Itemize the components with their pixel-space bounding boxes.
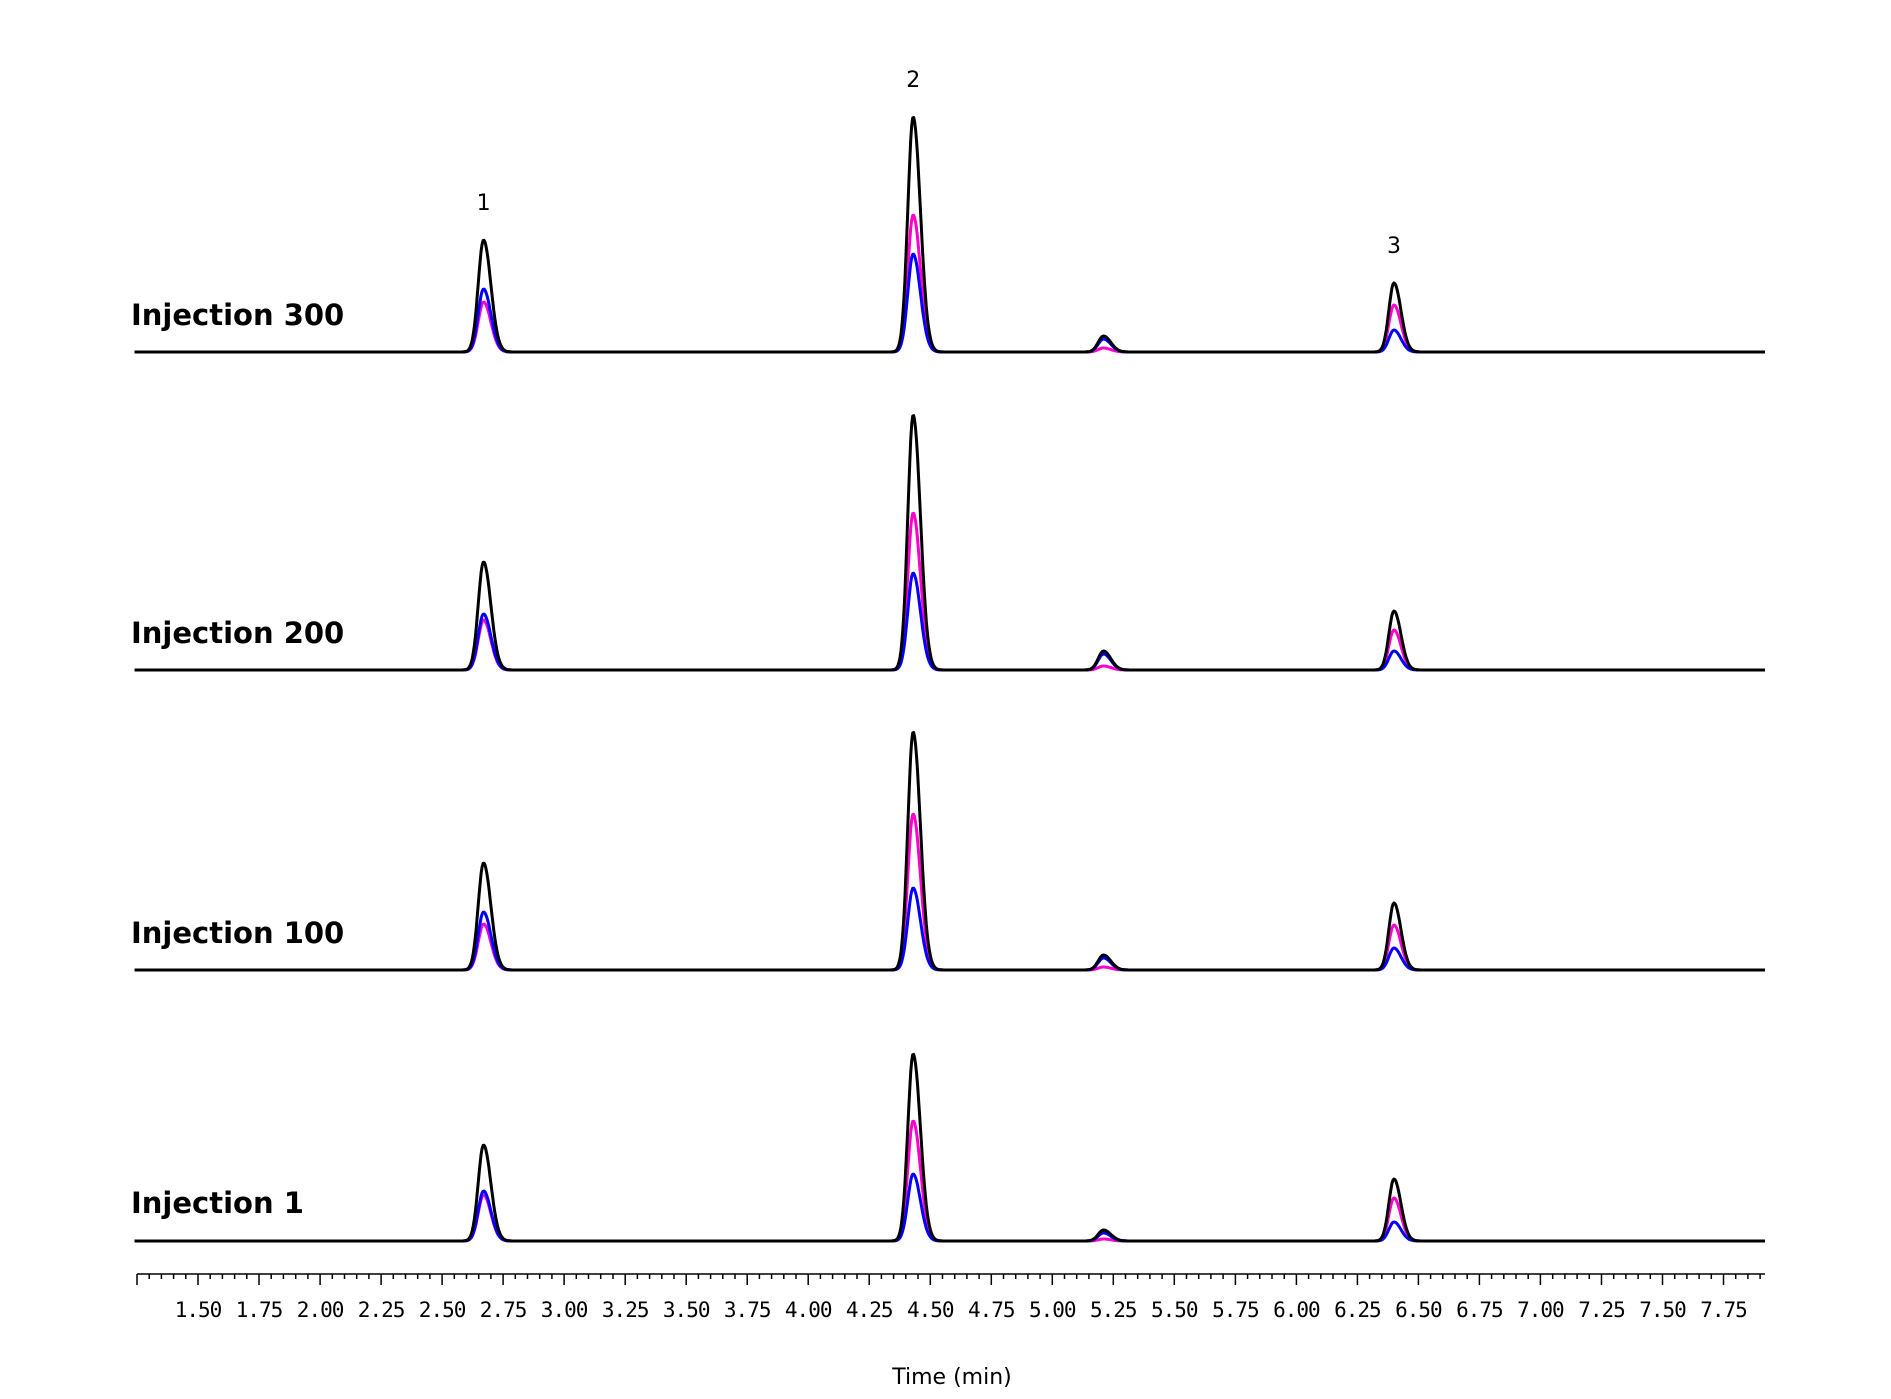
trace-black-panel-2 (134, 414, 1766, 672)
x-tick-label: 4.75 (968, 1298, 1015, 1322)
x-tick-label: 5.25 (1090, 1298, 1137, 1322)
x-tick-label: 7.50 (1639, 1298, 1686, 1322)
peak-label-group: 1 2 3 (477, 68, 1401, 259)
trace-blue-panel-1 (134, 252, 1766, 354)
x-tick-label: 7.00 (1517, 1298, 1564, 1322)
x-tick-label: 3.00 (541, 1298, 588, 1322)
x-axis-ticks: 1.50 1.75 2.00 2.25 2.50 2.75 3.00 3.25 3.50 3.75… (136, 1274, 1761, 1322)
x-tick-label: 1.75 (236, 1298, 283, 1322)
x-tick-label: 2.75 (480, 1298, 527, 1322)
x-tick-label: 2.50 (419, 1298, 466, 1322)
x-tick-label: 6.25 (1334, 1298, 1381, 1322)
x-tick-label: 6.50 (1395, 1298, 1442, 1322)
peak-label-2: 2 (906, 68, 920, 93)
x-tick-label: 4.00 (785, 1298, 832, 1322)
trace-blue-panel-3 (134, 886, 1766, 972)
x-tick-label: 3.25 (602, 1298, 649, 1322)
x-tick-label: 3.75 (724, 1298, 771, 1322)
x-tick-label: 3.50 (663, 1298, 710, 1322)
x-tick-label: 6.75 (1456, 1298, 1503, 1322)
x-tick-label: 5.00 (1029, 1298, 1076, 1322)
panel-label-4: Injection 1 (131, 1186, 304, 1220)
trace-blue-panel-2 (134, 571, 1766, 672)
trace-magenta-panel-4 (134, 1119, 1766, 1243)
x-axis-title: Time (min) (891, 1365, 1012, 1390)
trace-magenta-panel-3 (134, 812, 1766, 972)
peak-label-1: 1 (477, 191, 491, 216)
x-tick-label: 5.50 (1151, 1298, 1198, 1322)
trace-blue-panel-4 (134, 1172, 1766, 1243)
x-tick-label: 7.75 (1700, 1298, 1747, 1322)
x-tick-label: 2.00 (297, 1298, 344, 1322)
x-tick-label: 6.00 (1273, 1298, 1320, 1322)
x-tick-label: 5.75 (1212, 1298, 1259, 1322)
x-tick-label: 4.50 (907, 1298, 954, 1322)
panel-label-2: Injection 200 (131, 616, 344, 650)
panel-label-3: Injection 100 (131, 916, 344, 950)
trace-group (134, 116, 1766, 1243)
trace-black-panel-3 (134, 731, 1766, 972)
x-tick-label: 1.50 (175, 1298, 222, 1322)
trace-magenta-panel-2 (134, 511, 1766, 672)
peak-label-3: 3 (1387, 234, 1401, 259)
panel-label-1: Injection 300 (131, 298, 344, 332)
x-tick-label: 4.25 (846, 1298, 893, 1322)
x-tick-label: 7.25 (1578, 1298, 1625, 1322)
x-axis: 1.50 1.75 2.00 2.25 2.50 2.75 3.00 3.25 3.50 3.75… (136, 1273, 1765, 1322)
x-tick-label: 2.25 (358, 1298, 405, 1322)
trace-black-panel-1 (134, 116, 1766, 354)
trace-black-panel-4 (134, 1052, 1766, 1243)
trace-magenta-panel-1 (134, 213, 1766, 354)
panel-label-group: Injection 300 Injection 200 Injection 100 I… (131, 298, 344, 1220)
